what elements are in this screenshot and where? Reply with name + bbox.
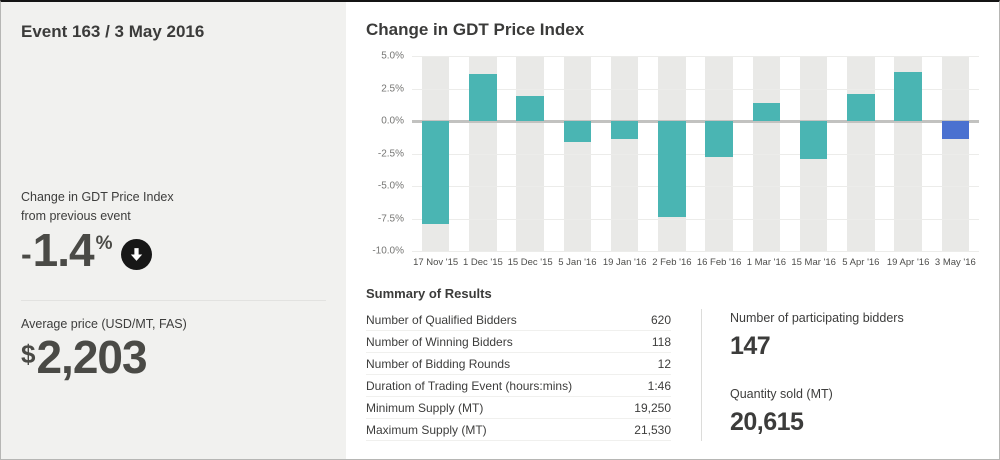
row-value: 620	[650, 312, 671, 327]
currency-symbol: $	[21, 339, 36, 370]
x-tick-label: 15 Dec '15	[507, 257, 553, 268]
summary-title: Summary of Results	[366, 286, 492, 301]
y-tick-label: 0.0%	[381, 115, 404, 127]
stat-value: 147	[730, 331, 771, 360]
chart-bar[interactable]	[610, 121, 639, 140]
x-tick-label: 5 Jan '16	[558, 257, 597, 268]
y-tick-label: 5.0%	[381, 50, 404, 62]
row-label: Minimum Supply (MT)	[366, 400, 484, 415]
participating-bidders-stat: Number of participating bidders 147	[730, 309, 904, 361]
gridline	[412, 218, 979, 220]
row-label: Maximum Supply (MT)	[366, 422, 487, 437]
change-sign: -	[21, 236, 32, 272]
change-label-line2: from previous event	[21, 208, 131, 223]
row-label: Number of Qualified Bidders	[366, 312, 517, 327]
row-label: Number of Winning Bidders	[366, 334, 513, 349]
chart-x-labels: 17 Nov '15 1 Dec '15 15 Dec '15 5 Jan '16 19…	[412, 251, 979, 268]
row-value: 118	[651, 334, 671, 349]
row-value: 21,530	[634, 422, 671, 437]
chart-bar[interactable]	[421, 121, 450, 224]
chart-plot	[412, 56, 979, 252]
row-value: 19,250	[634, 400, 671, 415]
x-tick-label: 17 Nov '15	[413, 257, 459, 268]
down-arrow-icon	[120, 239, 152, 270]
gridline	[412, 56, 979, 57]
gridline	[412, 251, 979, 252]
row-value: 12	[657, 356, 671, 371]
stat-label: Number of participating bidders	[730, 311, 904, 325]
stat-label: Quantity sold (MT)	[730, 386, 833, 401]
x-tick-label: 15 Mar '16	[791, 257, 836, 268]
price-index-change-section: Change in GDT Price Index from previous …	[21, 188, 326, 278]
gridline	[412, 153, 979, 155]
chart-bar[interactable]	[469, 74, 497, 121]
x-tick-label: 3 May '16	[934, 257, 976, 268]
zero-axis-line	[412, 120, 979, 123]
x-tick-label: 1 Mar '16	[746, 257, 787, 268]
change-value: 1.4	[32, 223, 95, 276]
table-row: Maximum Supply (MT) 21,530	[366, 419, 671, 441]
results-main: Change in GDT Price Index 5.0% 2.5% 0.0% -2…	[346, 2, 999, 459]
quantity-sold-stat: Quantity sold (MT) 20,615	[730, 385, 904, 437]
x-tick-label: 1 Dec '15	[462, 257, 503, 268]
chart-bar[interactable]	[705, 121, 733, 158]
y-tick-label: -5.0%	[377, 180, 404, 192]
x-tick-label: 5 Apr '16	[842, 257, 880, 268]
summary-table: Number of Qualified Bidders 620 Number o…	[366, 309, 671, 441]
average-price-label: Average price (USD/MT, FAS)	[21, 316, 187, 331]
gridline	[412, 186, 979, 187]
change-value-line: - 1.4 %	[21, 223, 326, 278]
x-tick-label: 2 Feb '16	[652, 257, 692, 268]
y-tick-label: 2.5%	[381, 83, 404, 94]
chart-bar[interactable]	[894, 71, 922, 121]
stat-value: 20,615	[730, 407, 804, 436]
table-row: Number of Qualified Bidders 620	[366, 309, 671, 331]
chart-bar[interactable]	[563, 121, 592, 142]
chart-bar[interactable]	[799, 121, 828, 159]
table-row: Number of Winning Bidders 118	[366, 331, 671, 353]
highlight-stats: Number of participating bidders 147 Quan…	[701, 309, 904, 441]
change-unit: %	[95, 232, 113, 254]
event-sidebar: Event 163 / 3 May 2016 Change in GDT Pri…	[1, 2, 346, 459]
x-tick-label: 16 Feb '16	[696, 257, 742, 268]
table-row: Minimum Supply (MT) 19,250	[366, 397, 671, 419]
gdt-price-index-chart: 5.0% 2.5% 0.0% -2.5% -5.0% -7.5% -10.0%	[366, 51, 979, 257]
chart-bar[interactable]	[752, 102, 781, 121]
table-row: Number of Bidding Rounds 12	[366, 353, 671, 375]
event-title: Event 163 / 3 May 2016	[21, 22, 205, 41]
change-label-line1: Change in GDT Price Index	[21, 190, 174, 204]
chart-bar[interactable]	[847, 93, 875, 121]
y-tick-label: -7.5%	[377, 213, 404, 224]
chart-bar[interactable]	[941, 121, 970, 140]
y-tick-label: -2.5%	[377, 148, 404, 159]
chart-bar[interactable]	[516, 96, 544, 121]
summary-section: Number of Qualified Bidders 620 Number o…	[366, 309, 979, 441]
chart-title: Change in GDT Price Index	[366, 20, 585, 39]
row-label: Number of Bidding Rounds	[366, 356, 511, 371]
x-tick-label: 19 Jan '16	[602, 257, 647, 268]
average-price-line: $ 2,203	[21, 331, 326, 385]
chart-y-axis: 5.0% 2.5% 0.0% -2.5% -5.0% -7.5% -10.0%	[366, 51, 412, 257]
row-label: Duration of Trading Event (hours:mins)	[366, 378, 573, 393]
gridline	[412, 88, 979, 90]
average-price-value: 2,203	[36, 331, 147, 384]
x-tick-label: 19 Apr '16	[886, 257, 930, 268]
row-value: 1:46	[647, 378, 671, 393]
average-price-section: Average price (USD/MT, FAS) $ 2,203	[21, 299, 326, 386]
chart-bar[interactable]	[658, 121, 686, 218]
table-row: Duration of Trading Event (hours:mins) 1…	[366, 375, 671, 397]
y-tick-label: -10.0%	[372, 245, 404, 257]
